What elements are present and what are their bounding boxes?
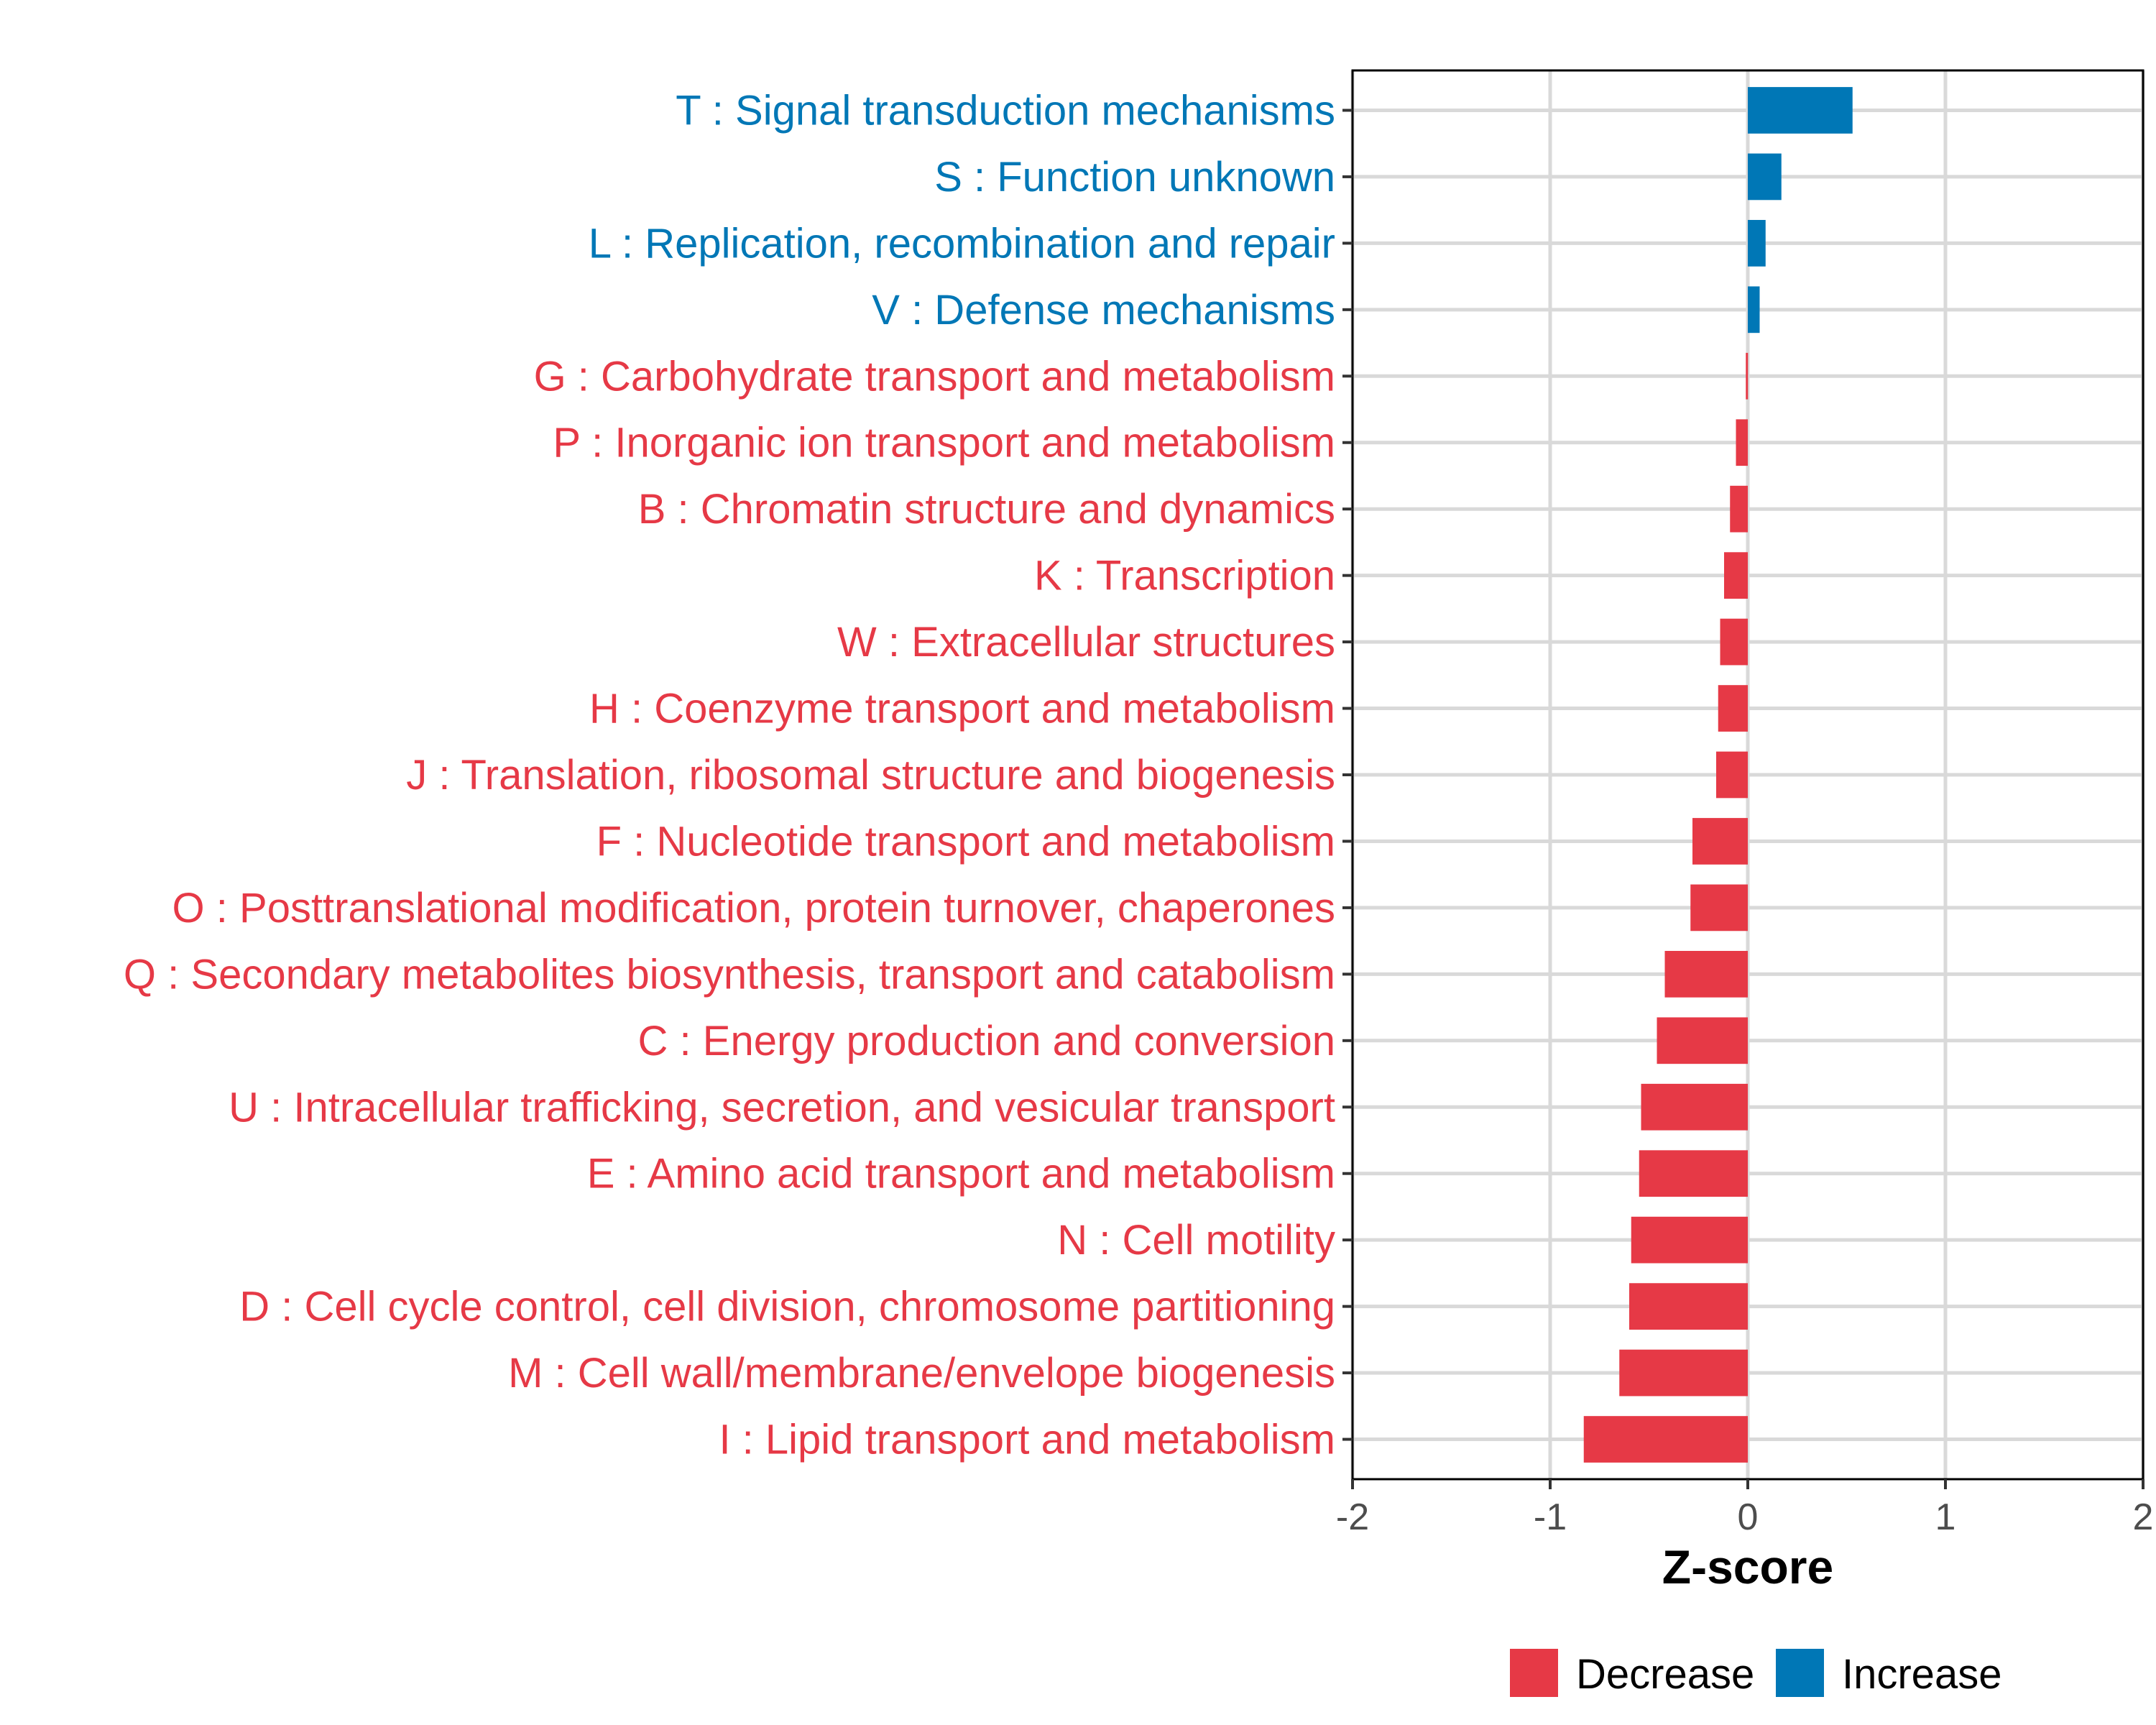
legend-swatch	[1776, 1649, 1824, 1697]
y-tick-label: Q : Secondary metabolites biosynthesis, …	[124, 951, 1335, 998]
bar	[1748, 153, 1782, 201]
y-tick-label: P : Inorganic ion transport and metaboli…	[553, 420, 1335, 466]
y-tick-label: T : Signal transduction mechanisms	[676, 87, 1335, 134]
x-tick-label: -1	[1534, 1496, 1567, 1538]
x-tick-label: -2	[1336, 1496, 1369, 1538]
y-tick-label: N : Cell motility	[1057, 1217, 1335, 1264]
bar	[1720, 618, 1748, 666]
bar	[1583, 1416, 1748, 1463]
y-tick-label: U : Intracellular trafficking, secretion…	[229, 1084, 1335, 1131]
y-tick-label: C : Energy production and conversion	[638, 1018, 1335, 1064]
bar	[1724, 552, 1748, 599]
bar	[1748, 87, 1853, 134]
legend-label: Increase	[1842, 1651, 2001, 1698]
y-tick-label: E : Amino acid transport and metabolism	[587, 1151, 1335, 1197]
bar	[1641, 1083, 1748, 1131]
bar	[1690, 884, 1748, 932]
x-tick-label: 1	[1935, 1496, 1956, 1538]
y-tick-label: K : Transcription	[1034, 553, 1335, 599]
y-tick-label: S : Function unknown	[934, 154, 1335, 201]
legend: Decrease Increase	[1510, 1649, 2001, 1698]
y-tick-label: M : Cell wall/membrane/envelope biogenes…	[508, 1350, 1335, 1397]
bar	[1746, 352, 1749, 400]
bar	[1619, 1349, 1748, 1397]
bar	[1664, 951, 1748, 998]
legend-swatch	[1510, 1649, 1558, 1697]
x-tick-label: 2	[2133, 1496, 2154, 1538]
y-tick-label: G : Carbohydrate transport and metabolis…	[534, 353, 1335, 400]
y-tick-label: V : Defense mechanisms	[872, 287, 1335, 334]
bar	[1736, 419, 1748, 466]
x-axis: -2 -1 0 1 2	[1336, 1479, 2154, 1538]
bar	[1748, 220, 1766, 267]
y-tick-label: W : Extracellular structures	[837, 619, 1335, 666]
bars	[1583, 87, 1853, 1463]
y-axis: T : Signal transduction mechanisms S : Fu…	[124, 87, 1353, 1463]
bar	[1692, 818, 1748, 865]
bar	[1748, 286, 1760, 334]
y-tick-label: H : Coenzyme transport and metabolism	[589, 686, 1335, 732]
bar	[1730, 485, 1748, 533]
y-tick-label: I : Lipid transport and metabolism	[719, 1417, 1335, 1463]
y-tick-label: L : Replication, recombination and repai…	[589, 220, 1335, 267]
x-tick-label: 0	[1738, 1496, 1759, 1538]
bar	[1657, 1017, 1748, 1064]
y-tick-label: O : Posttranslational modification, prot…	[172, 885, 1335, 932]
bar	[1629, 1283, 1748, 1330]
bar	[1718, 685, 1748, 732]
bar	[1716, 751, 1748, 799]
y-tick-label: B : Chromatin structure and dynamics	[638, 486, 1335, 533]
x-axis-title: Z-score	[1662, 1540, 1833, 1593]
y-tick-label: J : Translation, ribosomal structure and…	[406, 752, 1335, 799]
y-tick-label: F : Nucleotide transport and metabolism	[596, 818, 1335, 865]
bar	[1639, 1150, 1748, 1197]
y-tick-label: D : Cell cycle control, cell division, c…	[239, 1284, 1335, 1330]
bar	[1631, 1216, 1748, 1264]
legend-label: Decrease	[1576, 1651, 1754, 1698]
